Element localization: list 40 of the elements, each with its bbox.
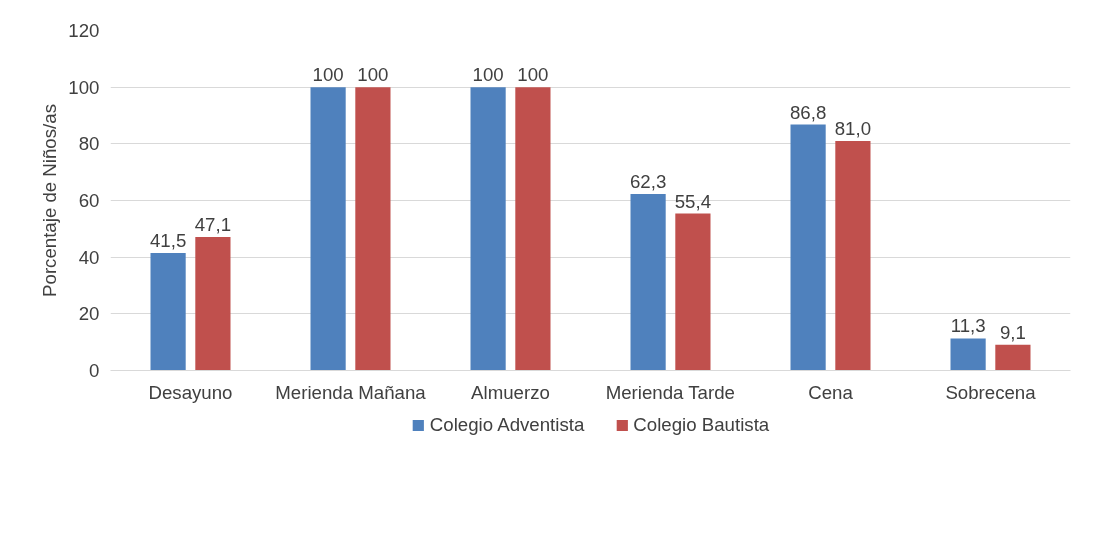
data-label: 100	[472, 64, 504, 86]
data-label: 100	[517, 64, 549, 86]
y-tick-label: 0	[89, 360, 100, 381]
data-label: 11,3	[950, 315, 986, 337]
x-tick-label: Sobrecena	[945, 381, 1037, 403]
y-tick-label: 100	[68, 76, 100, 98]
bar	[150, 252, 186, 371]
data-label: 9,1	[999, 321, 1026, 343]
bar	[355, 87, 391, 371]
bar	[630, 193, 666, 371]
bar	[515, 87, 551, 371]
y-tick-label: 40	[78, 246, 100, 268]
data-label: 62,3	[629, 170, 667, 192]
data-label: 86,8	[789, 101, 827, 123]
bar	[790, 124, 826, 371]
bar	[950, 338, 986, 371]
bar	[195, 237, 231, 371]
bar	[995, 344, 1031, 371]
x-tick-label: Merienda Tarde	[605, 381, 735, 403]
x-tick-label: Almuerzo	[471, 381, 550, 403]
bar	[470, 87, 506, 371]
y-tick-label: 60	[78, 190, 100, 211]
bar	[310, 87, 346, 371]
x-tick-label: Cena	[808, 381, 854, 403]
y-tick-label: 20	[78, 303, 100, 325]
legend-label: Colegio Bautista	[633, 414, 770, 436]
legend-label: Colegio Adventista	[429, 414, 585, 436]
data-label: 81,0	[834, 118, 872, 139]
y-tick-label: 120	[68, 20, 100, 41]
data-label: 41,5	[149, 229, 187, 251]
bar	[675, 213, 711, 371]
data-label: 100	[357, 64, 389, 86]
bar	[835, 141, 871, 371]
y-axis-title: Porcentaje de Niños/as	[39, 104, 61, 297]
data-label: 100	[312, 64, 344, 86]
data-label: 55,4	[674, 190, 712, 212]
x-tick-label: Merienda Mañana	[275, 381, 427, 403]
x-tick-label: Desayuno	[148, 381, 233, 403]
y-tick-label: 80	[78, 133, 100, 155]
data-label: 47,1	[194, 214, 232, 236]
